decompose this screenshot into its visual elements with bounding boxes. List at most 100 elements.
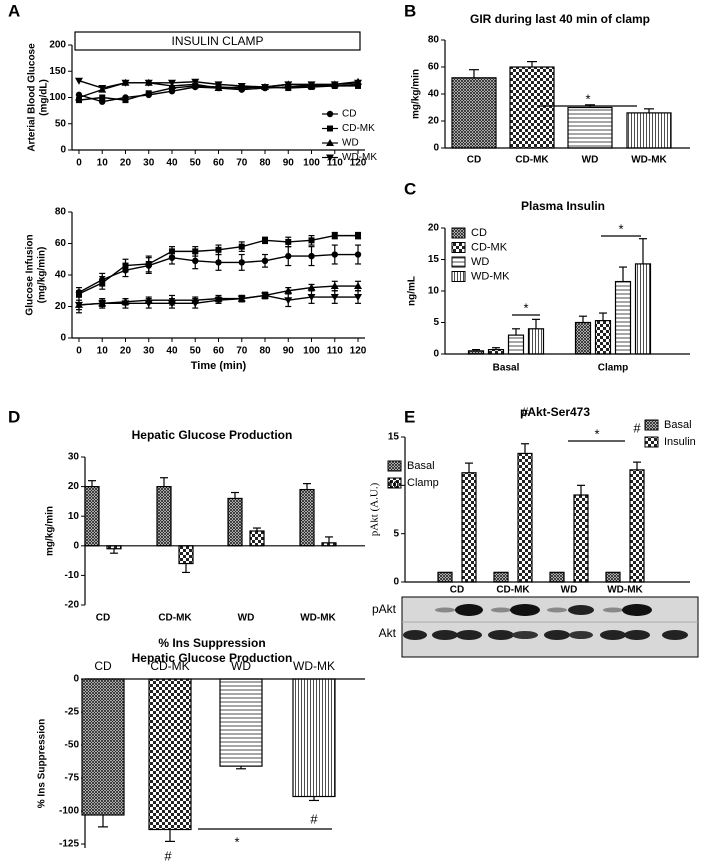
x-tick-label: CD-MK [158, 613, 192, 624]
legend-label: Clamp [407, 477, 439, 489]
marker [192, 257, 199, 265]
legend-swatch [644, 436, 659, 448]
marker [285, 252, 292, 260]
legend-label: WD [342, 138, 359, 149]
y-tick-label: 80 [55, 207, 67, 218]
marker [215, 259, 222, 266]
legend-label: Basal [664, 419, 692, 431]
legend-label: CD [342, 109, 356, 120]
bar [81, 678, 125, 816]
x-tick-label: 40 [166, 158, 178, 169]
y-tick-label: 0 [393, 577, 399, 588]
marker [284, 297, 293, 305]
bar [605, 571, 621, 583]
marker [237, 295, 246, 303]
marker [168, 248, 175, 255]
y-tick-label: 60 [55, 238, 67, 249]
y-tick-label: 50 [55, 118, 67, 129]
bar [567, 106, 613, 149]
x-tick-label: 70 [236, 346, 248, 357]
y-tick-label: 0 [73, 674, 79, 685]
annotation: * [234, 834, 239, 849]
marker [261, 292, 270, 300]
y-tick-label: 20 [428, 223, 440, 234]
annotation: * [618, 221, 623, 236]
y-tick-label: -125 [59, 839, 79, 850]
y-tick-label: -75 [65, 773, 80, 784]
y-axis-label: % Ins Suppression [37, 719, 48, 808]
marker [326, 154, 334, 162]
y-tick-label: 0 [60, 333, 66, 344]
marker [307, 283, 316, 291]
panel-label: B [404, 1, 416, 20]
marker [261, 84, 270, 91]
bar [549, 571, 565, 583]
legend-label: WD-MK [471, 270, 510, 282]
x-tick-label: 90 [283, 346, 295, 357]
y-tick-label: 0 [433, 349, 439, 360]
x-tick-label: CD-MK [515, 155, 549, 166]
marker [145, 90, 152, 97]
marker [122, 262, 129, 269]
x-tick-label: 110 [327, 346, 344, 357]
bar [527, 328, 545, 355]
y-tick-label: 40 [428, 89, 440, 100]
x-tick-label: CD [96, 613, 110, 624]
bar [148, 678, 192, 831]
legend-label: CD [471, 227, 487, 239]
y-tick-label: 10 [68, 511, 80, 522]
chart-title: % Ins Suppression [158, 636, 265, 650]
bar [594, 320, 612, 355]
bar [507, 334, 525, 355]
marker [214, 297, 223, 305]
marker [354, 79, 363, 87]
bar [626, 112, 672, 149]
x-tick-label: Basal [493, 363, 520, 374]
marker [327, 125, 333, 132]
x-tick-label: 100 [303, 346, 320, 357]
marker [74, 77, 83, 85]
x-tick-label: WD [561, 585, 578, 596]
annotation: # [633, 420, 641, 435]
chart-title: Hepatic Glucose Production [132, 651, 293, 665]
x-tick-label: 10 [97, 158, 109, 169]
x-tick-label: 100 [303, 158, 320, 169]
marker [308, 237, 315, 244]
x-tick-label: Clamp [598, 363, 629, 374]
marker [262, 237, 269, 244]
y-tick-label: -100 [59, 806, 79, 817]
x-tick-label: 60 [213, 346, 225, 357]
y-tick-label: 60 [428, 62, 440, 73]
y-axis-label: pAkt (A.U.) [369, 482, 381, 536]
marker [261, 257, 269, 265]
panel-label: C [404, 179, 416, 198]
x-tick-label: 50 [190, 158, 202, 169]
marker [74, 93, 83, 101]
x-tick-label: 110 [327, 158, 344, 169]
x-tick-label: 40 [166, 346, 178, 357]
annotation: * [585, 91, 590, 106]
panel-label: D [8, 407, 20, 426]
annotation: * [594, 426, 599, 441]
marker [215, 246, 222, 253]
chart-title: Plasma Insulin [521, 199, 605, 213]
bar [249, 530, 265, 547]
y-axis-label: Arterial Blood Glucose [27, 43, 38, 152]
x-tick-label: 0 [76, 158, 82, 169]
bar [156, 486, 172, 547]
x-tick-label: 20 [120, 346, 132, 357]
legend-swatch [644, 419, 659, 431]
legend-label: WD [471, 256, 489, 268]
y-tick-label: 15 [428, 254, 440, 265]
x-tick-label: WD [231, 659, 251, 673]
marker [214, 81, 223, 89]
marker [74, 301, 83, 309]
y-axis-label: mg/kg/min [411, 69, 422, 119]
chart-title: GIR during last 40 min of clamp [470, 12, 650, 26]
y-tick-label: 5 [393, 528, 399, 539]
bar [517, 452, 533, 583]
marker [192, 248, 199, 255]
legend-swatch [387, 460, 402, 472]
bar [509, 66, 555, 149]
y-tick-label: 40 [55, 270, 67, 281]
